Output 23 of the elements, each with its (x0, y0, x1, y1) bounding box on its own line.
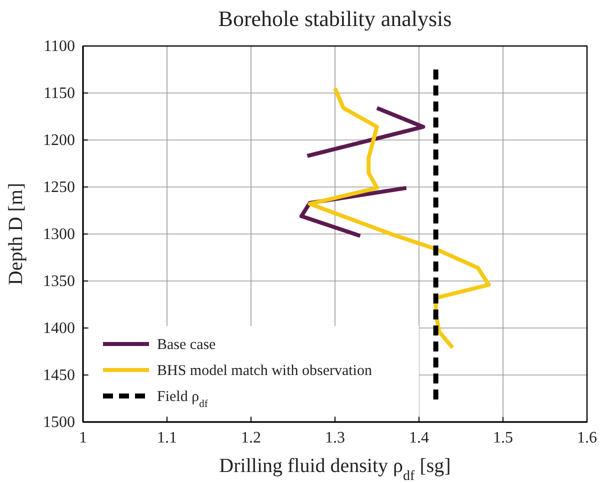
legend-label: Base case (157, 337, 216, 353)
legend-label: BHS model match with observation (157, 363, 372, 379)
y-tick-label: 1350 (43, 273, 75, 290)
x-tick-label: 1.2 (241, 429, 261, 446)
x-tick-label: 1.5 (493, 429, 513, 446)
y-axis-title: Depth D [m] (5, 182, 27, 286)
x-tick-label: 1.3 (325, 429, 345, 446)
x-tick-label: 1.1 (157, 429, 177, 446)
x-tick-label: 1 (79, 429, 87, 446)
y-tick-label: 1400 (43, 320, 75, 338)
y-tick-label: 1300 (43, 226, 75, 244)
y-tick-label: 1150 (44, 85, 75, 102)
legend-label: Field ρ$_{df}$ (157, 389, 208, 410)
chart-title: Borehole stability analysis (218, 6, 452, 31)
y-tick-label: 1450 (43, 367, 75, 384)
x-tick-label: 1.6 (577, 429, 597, 446)
y-tick-label: 1100 (44, 38, 75, 56)
line-series (308, 86, 491, 350)
x-axis-title: Drilling fluid density ρ$_{df}$ [sg] (219, 455, 451, 483)
y-tick-label: 1500 (43, 414, 75, 432)
x-tick-label: 1.4 (409, 429, 429, 446)
y-tick-label: 1200 (43, 132, 75, 150)
y-tick-label: 1250 (43, 179, 75, 196)
